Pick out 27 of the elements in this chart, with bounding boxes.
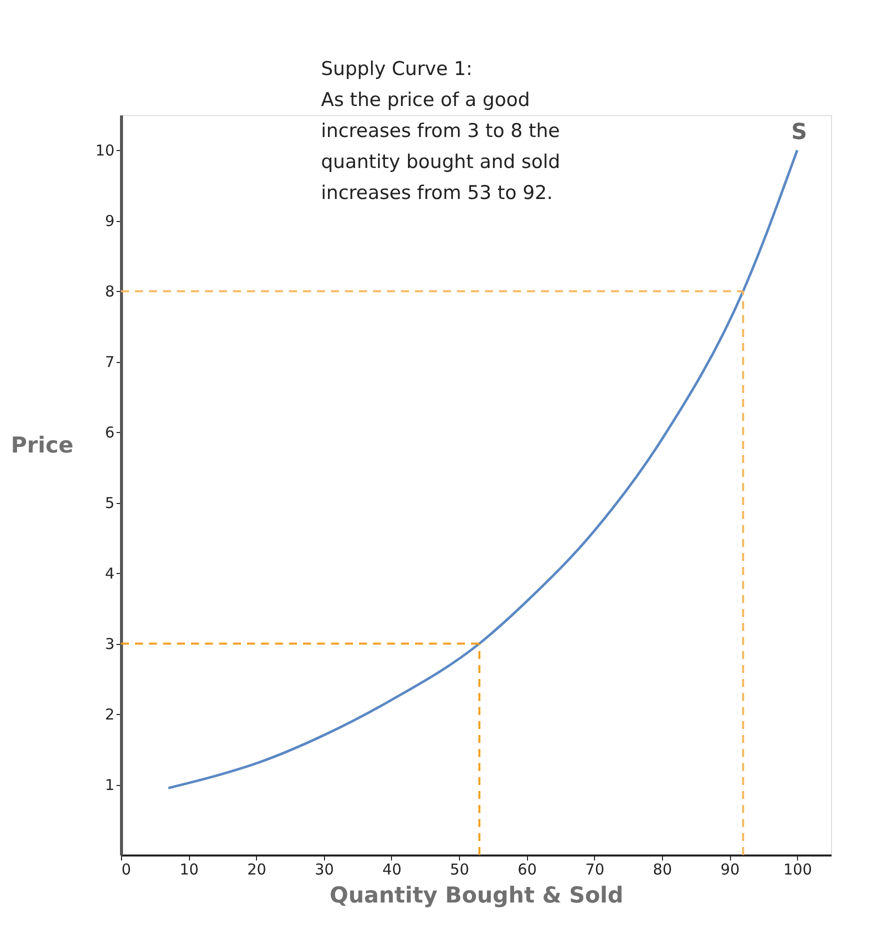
y-tick-label: 8 [104,282,114,301]
y-tick-label: 9 [104,212,114,230]
x-axis-title: Quantity Bought & Sold [330,884,624,908]
x-tick-label: 20 [247,860,266,878]
x-tick-label: 90 [720,860,740,878]
y-tick-label: 6 [104,424,114,442]
chart-title: Supply Curve 1: [321,58,472,80]
x-tick-label: 70 [585,860,604,878]
y-tick-label: 3 [104,635,114,654]
y-tick-label: 10 [95,142,114,160]
x-tick-label: 40 [382,860,402,878]
x-tick-label: 50 [450,860,470,878]
x-tick-label: 10 [180,860,199,878]
line-series [167,148,798,790]
y-tick-label: 2 [104,706,114,724]
y-axis-title: Price [10,434,74,458]
y-tick-label: 7 [104,353,114,372]
y-tick-label: 1 [104,776,114,794]
x-tick-label: 30 [314,860,334,878]
y-tick-label: 4 [104,564,114,583]
text: As the price of a good increases from 3 to 8 the quantity bought and sold increases from 53 to 92. [321,89,560,204]
x-tick-label: 80 [652,860,672,878]
x-tick-label: 100 [783,860,812,878]
x-tick-label: 60 [518,860,537,878]
x-tick-label: 0 [122,860,132,878]
y-tick-label: 5 [104,494,114,512]
series-label: S [791,120,808,146]
